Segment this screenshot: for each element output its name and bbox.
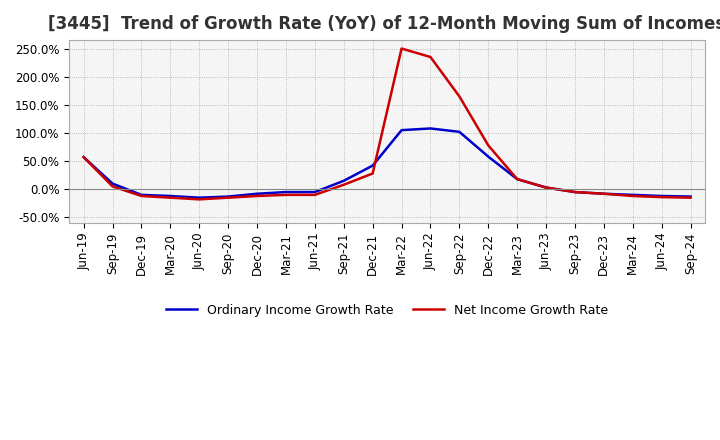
Net Income Growth Rate [629,193,637,198]
Net Income Growth Rate [253,193,261,198]
Ordinary Income Growth Rate [339,178,348,183]
Ordinary Income Growth Rate [686,194,695,199]
Net Income Growth Rate [426,55,435,60]
Ordinary Income Growth Rate [397,128,406,133]
Line: Net Income Growth Rate: Net Income Growth Rate [84,48,690,199]
Net Income Growth Rate [657,194,666,200]
Net Income Growth Rate [339,182,348,187]
Ordinary Income Growth Rate [484,154,492,159]
Net Income Growth Rate [369,171,377,176]
Ordinary Income Growth Rate [513,176,521,182]
Ordinary Income Growth Rate [657,193,666,198]
Net Income Growth Rate [600,191,608,196]
Net Income Growth Rate [282,192,290,198]
Ordinary Income Growth Rate [310,189,319,194]
Line: Ordinary Income Growth Rate: Ordinary Income Growth Rate [84,128,690,198]
Net Income Growth Rate [137,193,145,198]
Ordinary Income Growth Rate [600,191,608,196]
Ordinary Income Growth Rate [571,189,580,194]
Legend: Ordinary Income Growth Rate, Net Income Growth Rate: Ordinary Income Growth Rate, Net Income … [161,299,613,322]
Ordinary Income Growth Rate [224,194,233,199]
Ordinary Income Growth Rate [253,191,261,196]
Net Income Growth Rate [79,154,88,160]
Net Income Growth Rate [224,195,233,200]
Ordinary Income Growth Rate [369,163,377,168]
Net Income Growth Rate [195,197,204,202]
Ordinary Income Growth Rate [629,192,637,198]
Net Income Growth Rate [541,185,550,190]
Net Income Growth Rate [455,94,464,99]
Ordinary Income Growth Rate [195,195,204,200]
Ordinary Income Growth Rate [79,154,88,160]
Net Income Growth Rate [513,176,521,182]
Net Income Growth Rate [108,184,117,189]
Net Income Growth Rate [166,195,175,200]
Ordinary Income Growth Rate [166,193,175,198]
Net Income Growth Rate [310,192,319,198]
Net Income Growth Rate [397,46,406,51]
Ordinary Income Growth Rate [455,129,464,135]
Ordinary Income Growth Rate [108,181,117,186]
Net Income Growth Rate [571,189,580,194]
Ordinary Income Growth Rate [541,185,550,190]
Net Income Growth Rate [686,195,695,200]
Ordinary Income Growth Rate [282,189,290,194]
Net Income Growth Rate [484,143,492,148]
Title: [3445]  Trend of Growth Rate (YoY) of 12-Month Moving Sum of Incomes: [3445] Trend of Growth Rate (YoY) of 12-… [48,15,720,33]
Ordinary Income Growth Rate [426,126,435,131]
Ordinary Income Growth Rate [137,192,145,198]
